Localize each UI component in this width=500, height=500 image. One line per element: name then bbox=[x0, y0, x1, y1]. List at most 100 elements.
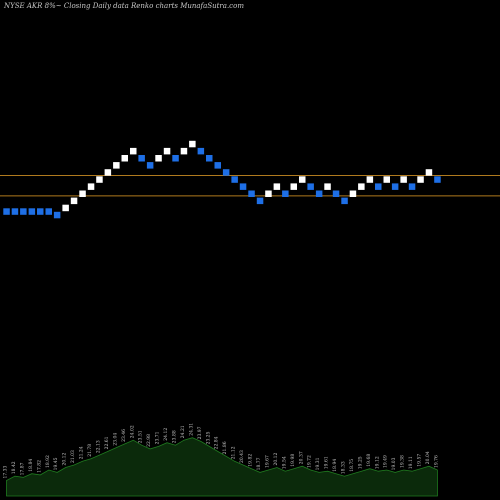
volume-label: 21.24 bbox=[79, 446, 85, 459]
renko-brick-up bbox=[417, 176, 424, 183]
renko-brick-up bbox=[400, 176, 407, 183]
renko-brick-down bbox=[231, 176, 238, 183]
renko-brick-up bbox=[349, 190, 357, 197]
renko-brick-up bbox=[425, 169, 433, 176]
renko-brick-down bbox=[307, 183, 314, 190]
volume-label: 23.25 bbox=[205, 431, 211, 444]
volume-label: 20.12 bbox=[62, 452, 68, 465]
volume-label: 21.78 bbox=[87, 444, 93, 457]
volume-label: 18.75 bbox=[349, 459, 355, 472]
volume-label: 19.25 bbox=[357, 456, 363, 469]
renko-brick-down bbox=[206, 155, 213, 162]
renko-brick-down bbox=[28, 208, 36, 215]
renko-brick-down bbox=[11, 208, 19, 215]
volume-label: 23.04 bbox=[112, 433, 118, 446]
volume-label: 19.31 bbox=[315, 457, 321, 470]
renko-brick-down bbox=[172, 155, 179, 162]
renko-brick-down bbox=[214, 162, 221, 169]
chart-title: NYSE AKR 8%~ Closing Daily data Renko ch… bbox=[4, 2, 244, 10]
renko-brick-down bbox=[197, 147, 205, 155]
renko-brick-up bbox=[265, 190, 272, 197]
volume-label: 23.51 bbox=[138, 430, 144, 443]
renko-brick-up bbox=[299, 176, 306, 183]
volume-label: 19.03 bbox=[391, 457, 397, 470]
volume-label: 22.61 bbox=[104, 436, 110, 449]
volume-label: 19.98 bbox=[290, 454, 296, 467]
volume-label: 23.97 bbox=[197, 426, 203, 439]
renko-brick-up bbox=[155, 155, 162, 162]
renko-brick-up bbox=[70, 197, 78, 205]
volume-label: 19.11 bbox=[408, 456, 414, 469]
renko-brick-up bbox=[383, 176, 390, 183]
renko-brick-up bbox=[273, 183, 281, 190]
volume-label: 20.12 bbox=[273, 452, 279, 465]
volume-label: 19.67 bbox=[264, 455, 270, 468]
renko-brick-down bbox=[45, 208, 52, 215]
renko-brick-up bbox=[87, 183, 95, 190]
volume-label: 19.68 bbox=[366, 454, 372, 467]
renko-brick-up bbox=[130, 147, 137, 155]
renko-brick-down bbox=[37, 208, 44, 215]
volume-label: 19.49 bbox=[383, 455, 389, 468]
renko-brick-down bbox=[434, 176, 441, 183]
volume-label: 24.21 bbox=[180, 425, 186, 438]
volume-label: 18.77 bbox=[256, 457, 262, 470]
volume-label: 24.12 bbox=[163, 428, 169, 441]
renko-brick-up bbox=[324, 183, 331, 190]
renko-brick-up bbox=[113, 162, 120, 169]
volume-label: 17.33 bbox=[3, 465, 9, 478]
volume-label: 23.46 bbox=[121, 429, 127, 442]
volume-label: 18.92 bbox=[45, 455, 51, 468]
volume-label: 21.03 bbox=[70, 450, 76, 463]
renko-brick-up bbox=[121, 155, 128, 162]
volume-label: 18.33 bbox=[341, 461, 347, 474]
volume-label: 22.84 bbox=[214, 436, 220, 449]
volume-label: 19.12 bbox=[374, 456, 380, 469]
volume-area bbox=[6, 437, 438, 497]
renko-brick-down bbox=[282, 190, 289, 197]
renko-brick-up bbox=[79, 190, 86, 197]
renko-brick-up bbox=[358, 183, 365, 190]
renko-brick-down bbox=[408, 183, 416, 190]
volume-label: 17.87 bbox=[19, 462, 25, 475]
renko-brick-down bbox=[375, 183, 382, 190]
volume-label: 23.88 bbox=[172, 430, 178, 443]
renko-brick-down bbox=[239, 183, 247, 190]
volume-label: 21.12 bbox=[231, 446, 237, 459]
renko-brick-down bbox=[341, 197, 348, 205]
volume-label: 22.98 bbox=[146, 434, 152, 447]
renko-brick-down bbox=[391, 183, 399, 190]
renko-brick-down bbox=[53, 211, 61, 219]
volume-label: 20.37 bbox=[298, 451, 304, 464]
volume-label: 19.38 bbox=[400, 455, 406, 468]
volume-label: 19.61 bbox=[324, 456, 330, 469]
volume-label: 18.94 bbox=[332, 459, 338, 472]
volume-label: 24.02 bbox=[129, 425, 135, 438]
renko-brick-up bbox=[163, 147, 171, 155]
renko-brick-down bbox=[332, 190, 340, 197]
renko-brick-down bbox=[256, 197, 264, 205]
volume-label: 20.43 bbox=[239, 450, 245, 463]
volume-label: 19.45 bbox=[53, 457, 59, 470]
volume-label: 19.54 bbox=[281, 456, 287, 469]
renko-brick-down bbox=[20, 208, 27, 215]
renko-brick-up bbox=[104, 169, 112, 176]
volume-label: 18.84 bbox=[28, 459, 34, 472]
renko-brick-up bbox=[366, 176, 374, 183]
renko-brick-down bbox=[146, 162, 154, 169]
renko-brick-up bbox=[180, 147, 188, 155]
volume-label: 23.71 bbox=[155, 431, 161, 444]
renko-brick-up bbox=[96, 176, 103, 183]
renko-brick-up bbox=[189, 140, 196, 148]
volume-label: 22.13 bbox=[95, 440, 101, 453]
volume-label: 18.42 bbox=[11, 461, 17, 474]
volume-label: 19.72 bbox=[307, 455, 313, 468]
volume-label: 20.04 bbox=[425, 451, 431, 464]
renko-brick-up bbox=[290, 183, 297, 190]
renko-brick-down bbox=[222, 169, 230, 176]
renko-brick-down bbox=[248, 190, 255, 197]
volume-label: 19.82 bbox=[248, 454, 254, 467]
volume-label: 17.82 bbox=[36, 460, 42, 473]
